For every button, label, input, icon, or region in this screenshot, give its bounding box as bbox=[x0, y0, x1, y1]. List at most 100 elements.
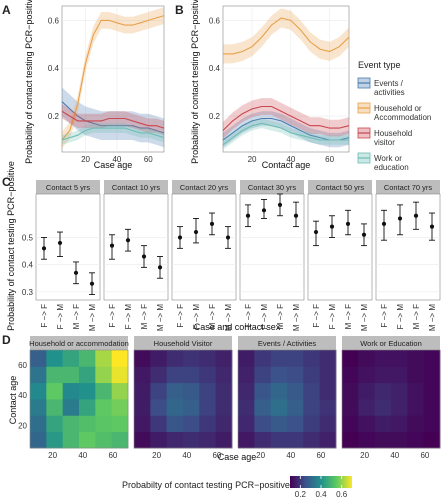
panel-d-heatmap-cell bbox=[95, 431, 113, 449]
panel-label-a: A bbox=[2, 3, 11, 17]
panel-d-ytick-label: 40 bbox=[18, 391, 27, 400]
panel-d-heatmap-cell bbox=[391, 382, 408, 400]
panel-c-facet-frame-4 bbox=[307, 193, 373, 301]
panel-c-strip-title-5: Contact 70 yrs bbox=[384, 183, 433, 192]
panel-d-heatmap-cell bbox=[358, 350, 376, 367]
panel-d-heatmap-cell bbox=[303, 382, 321, 400]
event-type-legend: Event type Events /activities Household o… bbox=[357, 60, 431, 172]
panel-d-xtick-label: 60 bbox=[212, 451, 221, 460]
panel-b-xlabel: Contact age bbox=[262, 160, 311, 170]
panel-d-heatmap-cell bbox=[150, 415, 168, 433]
panel-c-xtick-label: M −> M bbox=[360, 304, 369, 331]
legend-label-2: Household bbox=[374, 129, 412, 138]
panel-d-heatmap-cell bbox=[270, 431, 288, 449]
panel-d-heatmap-cell bbox=[183, 431, 200, 449]
panel-b-xtick-label: 60 bbox=[325, 155, 334, 164]
panel-c-xtick-label: M −> F bbox=[72, 304, 81, 329]
panel-c-facet-frame-1 bbox=[103, 193, 169, 301]
legend-title: Event type bbox=[358, 60, 401, 70]
panel-d-facet-frame-3 bbox=[341, 349, 441, 449]
panel-d-xtick-label: 20 bbox=[152, 451, 161, 460]
panel-label-d: D bbox=[2, 333, 11, 347]
panel-d-heatmap-cell bbox=[79, 366, 96, 384]
panel-d-heatmap-cell bbox=[407, 399, 425, 416]
panel-d-heatmaps: 20 40 60 Household or accommodation 20 40 60 Ho… bbox=[8, 336, 441, 462]
panel-d-heatmap-cell bbox=[95, 399, 113, 416]
panel-d-strip-title-0: Household or accommodation bbox=[29, 339, 129, 348]
panel-d-heatmap-cell bbox=[166, 399, 184, 416]
panel-d-heatmap-cell bbox=[62, 350, 80, 367]
panel-d-xtick-label: 20 bbox=[48, 451, 57, 460]
panel-d-heatmap-cell bbox=[166, 415, 184, 433]
panel-d-heatmap-cell bbox=[134, 366, 151, 384]
panel-c-xtick-label: M −> M bbox=[292, 304, 301, 331]
panel-d-heatmap-cell bbox=[30, 382, 47, 400]
legend-label-3: education bbox=[374, 163, 409, 172]
panel-b-band-series-3 bbox=[223, 118, 349, 150]
panel-c-strip-1 bbox=[104, 180, 168, 194]
panel-d-heatmap-cell bbox=[183, 350, 200, 367]
panel-d-heatmap-cell bbox=[30, 366, 47, 384]
panel-c-xtick-label: M −> M bbox=[428, 304, 437, 331]
panel-c-ytick-label: 0.4 bbox=[22, 261, 34, 270]
panel-c-xtick-label: F −> F bbox=[380, 304, 389, 328]
panel-d-heatmap-cell bbox=[199, 415, 217, 433]
panel-c-point bbox=[157, 265, 163, 270]
panel-d-heatmap-cell bbox=[30, 399, 47, 416]
panel-d-heatmap-cell bbox=[423, 366, 441, 384]
panel-d-strip-title-2: Events / Activities bbox=[258, 339, 317, 348]
panel-d-heatmap-cell bbox=[342, 382, 359, 400]
panel-d-heatmap-cell bbox=[374, 366, 392, 384]
panel-d-heatmap-cell bbox=[423, 415, 441, 433]
panel-b-frame bbox=[222, 5, 350, 153]
panel-d-heatmap-cell bbox=[46, 350, 64, 367]
panel-d-heatmap-cell bbox=[391, 350, 408, 367]
panel-d-xtick-label: 20 bbox=[360, 451, 369, 460]
legend-label-1: Accommodation bbox=[374, 113, 431, 122]
panel-d-heatmap-cell bbox=[254, 415, 272, 433]
panel-d-facet-frame-1 bbox=[133, 349, 233, 449]
panel-d-heatmap-cell bbox=[62, 399, 80, 416]
panel-d-heatmap-cell bbox=[270, 415, 288, 433]
panel-c-point bbox=[413, 213, 419, 218]
panel-d-heatmap-cell bbox=[287, 431, 304, 449]
panel-c-xtick-label: F −> F bbox=[176, 304, 185, 328]
panel-d-heatmap-cell bbox=[215, 431, 233, 449]
panel-d-heatmap-cell bbox=[166, 350, 184, 367]
panel-c-point bbox=[89, 281, 95, 286]
panel-c-point bbox=[109, 243, 115, 248]
panel-c-xtick-label: M −> F bbox=[140, 304, 149, 329]
panel-d-strip-3 bbox=[342, 336, 440, 350]
legend-label-0: Events / bbox=[374, 79, 404, 88]
panel-c-xtick-label: F −> M bbox=[56, 304, 65, 330]
panel-d-heatmap-cell bbox=[134, 431, 151, 449]
panel-a-ytick-label: 0.6 bbox=[48, 16, 60, 25]
panel-d-heatmap-cell bbox=[358, 382, 376, 400]
panel-c-xtick-label: M −> F bbox=[412, 304, 421, 329]
panel-a-ylabel: Probability of contact testing PCR−posit… bbox=[24, 0, 34, 164]
panel-d-heatmap-cell bbox=[319, 415, 337, 433]
panel-d-strip-1 bbox=[134, 336, 232, 350]
panel-d-heatmap-cell bbox=[183, 382, 200, 400]
panel-c-strip-title-1: Contact 10 yrs bbox=[112, 183, 161, 192]
panel-d-heatmap-cell bbox=[46, 415, 64, 433]
panel-c-point bbox=[245, 213, 251, 218]
panel-d-heatmap-cell bbox=[79, 399, 96, 416]
panel-c-xtick-label: M −> F bbox=[208, 304, 217, 329]
panel-c-strip-4 bbox=[308, 180, 372, 194]
panel-b-line-series-2 bbox=[222, 105, 350, 131]
panel-c-facet-frame-3 bbox=[239, 193, 305, 301]
panel-d-heatmap-cell bbox=[303, 415, 321, 433]
panel-d-heatmap-cell bbox=[254, 399, 272, 416]
panel-d-heatmap-cell bbox=[62, 415, 80, 433]
panel-d-heatmap-cell bbox=[111, 415, 129, 433]
panel-d-heatmap-cell bbox=[238, 382, 255, 400]
panel-c-point bbox=[193, 229, 199, 235]
panel-b-xtick-label: 20 bbox=[248, 155, 257, 164]
panel-c-xtick-label: F −> M bbox=[396, 304, 405, 330]
panel-b-line-series-3 bbox=[222, 122, 349, 146]
panel-d-heatmap-cell bbox=[215, 350, 233, 367]
panel-c-strip-title-2: Contact 20 yrs bbox=[180, 183, 229, 192]
panel-d-strip-title-3: Work or Education bbox=[360, 339, 422, 348]
